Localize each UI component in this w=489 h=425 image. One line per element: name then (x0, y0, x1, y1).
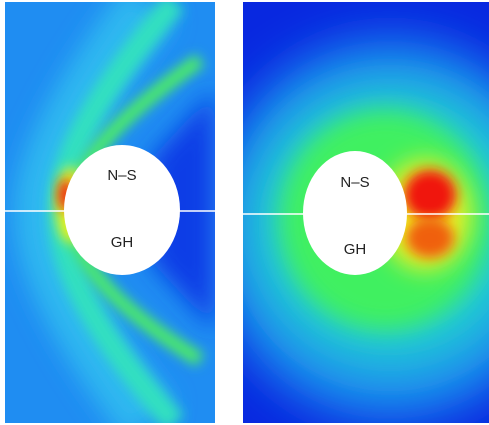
label: N–S (107, 167, 136, 184)
label: N–S (340, 174, 369, 191)
label: GH (344, 241, 367, 258)
label: GH (111, 234, 134, 251)
left-panel: N–S GH (5, 2, 215, 423)
right-panel: N–S GH (243, 2, 489, 423)
